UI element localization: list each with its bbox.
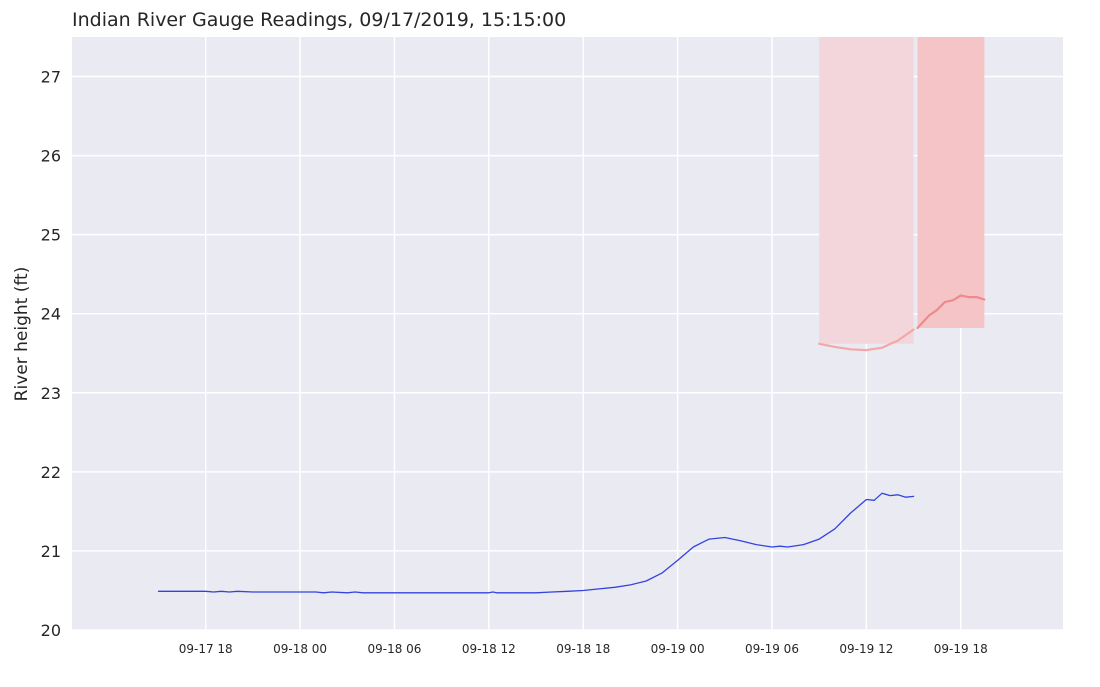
forecast-band — [819, 37, 914, 344]
y-axis-ticks: 20 21 22 23 24 25 26 27 — [41, 68, 61, 640]
x-tick-label: 09-19 18 — [934, 642, 988, 656]
forecast-band — [917, 37, 985, 328]
x-tick-label: 09-18 18 — [556, 642, 610, 656]
series-lines — [157, 294, 986, 594]
chart-title: Indian River Gauge Readings, 09/17/2019,… — [72, 9, 566, 31]
plot-area — [72, 37, 1063, 630]
y-tick-label: 22 — [41, 463, 61, 482]
x-tick-label: 09-17 18 — [179, 642, 233, 656]
x-tick-label: 09-19 00 — [651, 642, 705, 656]
y-tick-label: 27 — [41, 68, 61, 87]
series-line-observed — [157, 492, 915, 594]
series-line-forecast_far — [916, 294, 986, 330]
x-tick-label: 09-19 06 — [745, 642, 799, 656]
series-line-forecast_near — [818, 328, 915, 352]
x-tick-label: 09-18 00 — [273, 642, 327, 656]
x-tick-label: 09-18 12 — [462, 642, 516, 656]
y-axis-label: River height (ft) — [12, 267, 32, 402]
y-tick-label: 26 — [41, 147, 61, 166]
y-tick-label: 20 — [41, 621, 61, 640]
forecast-bands — [819, 37, 985, 344]
y-tick-label: 23 — [41, 384, 61, 403]
y-tick-label: 25 — [41, 226, 61, 245]
x-tick-label: 09-18 06 — [367, 642, 421, 656]
x-tick-label: 09-19 12 — [839, 642, 893, 656]
grid-lines — [72, 37, 1063, 631]
y-tick-label: 21 — [41, 542, 61, 561]
y-tick-label: 24 — [41, 305, 61, 324]
x-axis-ticks: 09-17 18 09-18 00 09-18 06 09-18 12 09-18 18… — [179, 642, 988, 656]
